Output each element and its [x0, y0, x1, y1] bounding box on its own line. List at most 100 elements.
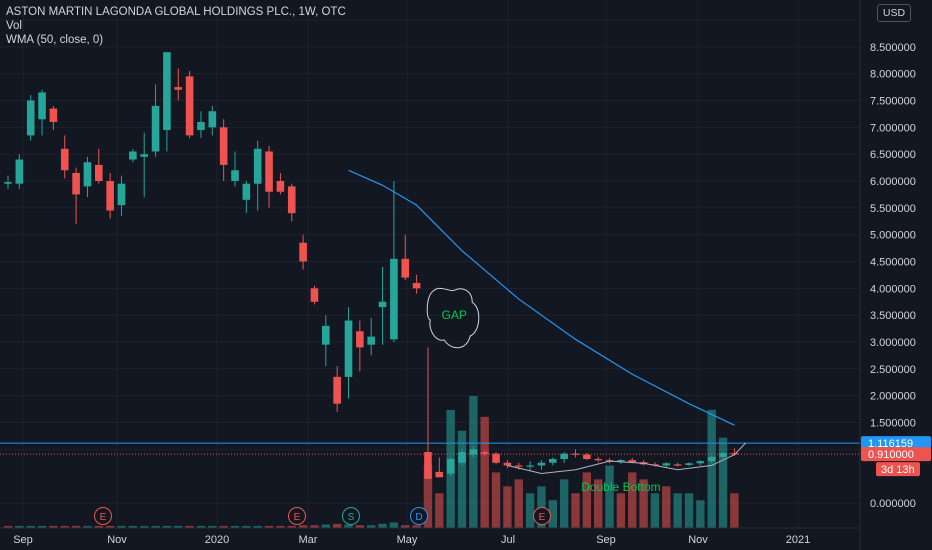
- volume-bar: [730, 493, 739, 528]
- volume-bar: [71, 525, 81, 528]
- gap-annotation: GAP: [442, 308, 467, 322]
- volume-bar: [412, 525, 421, 528]
- candle-body: [514, 465, 523, 467]
- y-tick-label: 1.500000: [870, 418, 916, 430]
- chart-legend: ASTON MARTIN LAGONDA GLOBAL HOLDINGS PLC…: [6, 5, 346, 47]
- x-tick-label: Nov: [107, 534, 127, 546]
- candle-body: [140, 154, 148, 157]
- volume-bar: [628, 472, 637, 528]
- candle-body: [685, 463, 693, 465]
- event-marker-label: S: [348, 512, 355, 523]
- candle-body: [95, 164, 103, 181]
- volume-bar: [3, 525, 13, 528]
- x-tick-label: Sep: [13, 534, 33, 546]
- volume-bar: [469, 396, 478, 528]
- candle-body: [174, 87, 183, 90]
- y-tick-label: 4.000000: [870, 283, 916, 295]
- candle-body: [424, 452, 432, 479]
- volume-bar: [480, 416, 489, 528]
- candle-body: [15, 159, 24, 184]
- candle-body: [549, 458, 557, 463]
- volume-bar: [219, 525, 228, 528]
- volume-bar: [83, 525, 92, 528]
- candle-body: [242, 183, 251, 200]
- last-price-tag: 0.910000: [868, 449, 914, 461]
- x-tick-label: 2021: [786, 534, 810, 546]
- candle-body: [253, 148, 262, 184]
- candle-body: [435, 471, 444, 478]
- event-marker-label: E: [294, 512, 301, 523]
- volume-bar: [707, 409, 716, 528]
- candle-body: [333, 376, 341, 404]
- candle-body: [480, 452, 489, 454]
- candle-body: [560, 453, 568, 459]
- volume-bar: [332, 523, 342, 528]
- candle-body: [617, 460, 625, 462]
- candle-body: [537, 462, 546, 466]
- double-bottom-curve: [507, 442, 747, 474]
- volume-bar: [298, 525, 308, 528]
- volume-bar: [253, 525, 262, 528]
- y-tick-label: 8.000000: [870, 69, 916, 81]
- candle-body: [38, 92, 46, 120]
- double-bottom-annotation: Double Bottom: [581, 480, 660, 494]
- volume-bar: [401, 525, 410, 528]
- symbol-title[interactable]: ASTON MARTIN LAGONDA GLOBAL HOLDINGS PLC…: [6, 6, 346, 18]
- volume-bar: [276, 525, 285, 528]
- candle-body: [469, 449, 478, 455]
- candle-body: [276, 181, 285, 192]
- candle-body: [60, 148, 69, 171]
- candle-body: [219, 127, 228, 165]
- y-tick-label: 3.500000: [870, 310, 916, 322]
- volume-bar: [423, 465, 433, 528]
- volume-bar: [548, 500, 557, 528]
- wma-indicator-label[interactable]: WMA (50, close, 0): [6, 34, 104, 46]
- currency-button[interactable]: USD: [877, 4, 911, 22]
- volume-bar: [94, 525, 103, 528]
- x-tick-label: May: [397, 534, 418, 546]
- volume-bar: [457, 430, 467, 528]
- volume-bar: [60, 525, 69, 528]
- volume-bar: [15, 525, 24, 528]
- candle-body: [458, 452, 466, 463]
- volume-bar: [684, 493, 694, 528]
- candle-body: [594, 458, 602, 461]
- volume-bar: [230, 525, 240, 528]
- event-marker: [410, 507, 428, 525]
- y-tick-label: 0.000000: [870, 498, 916, 510]
- candle-body: [299, 242, 307, 262]
- volume-bar: [344, 524, 353, 528]
- volume-bar: [117, 525, 126, 528]
- blue-level-tag: 1.116159: [868, 438, 913, 450]
- candle-body: [26, 100, 35, 136]
- candle-body: [265, 151, 273, 192]
- candle-body: [526, 465, 534, 467]
- volume-bar: [582, 472, 592, 528]
- candle-body: [163, 52, 171, 131]
- y-tick-label: 7.500000: [870, 96, 916, 108]
- y-tick-label: 3.000000: [870, 337, 916, 349]
- volume-bar: [321, 524, 330, 528]
- y-tick-label: 6.500000: [870, 149, 916, 161]
- candle-body: [719, 453, 727, 457]
- volume-bar: [208, 525, 217, 528]
- volume-label[interactable]: Vol: [6, 20, 22, 32]
- volume-bar: [287, 525, 296, 528]
- candle-body: [492, 453, 500, 463]
- candle-body: [446, 458, 455, 474]
- candle-body: [730, 453, 739, 455]
- event-marker-label: E: [100, 512, 107, 523]
- volume-bar: [673, 493, 682, 528]
- candle-body: [106, 181, 114, 211]
- countdown-tag: 3d 13h: [881, 464, 915, 476]
- volume-bar: [355, 525, 365, 528]
- volume-bar: [559, 479, 569, 528]
- volume-bar: [37, 525, 47, 528]
- volume-bar: [310, 525, 319, 528]
- event-marker: [533, 507, 551, 525]
- candle-body: [571, 453, 580, 455]
- candle-body: [49, 108, 58, 122]
- candle-body: [129, 151, 137, 160]
- y-tick-label: 8.500000: [870, 42, 916, 54]
